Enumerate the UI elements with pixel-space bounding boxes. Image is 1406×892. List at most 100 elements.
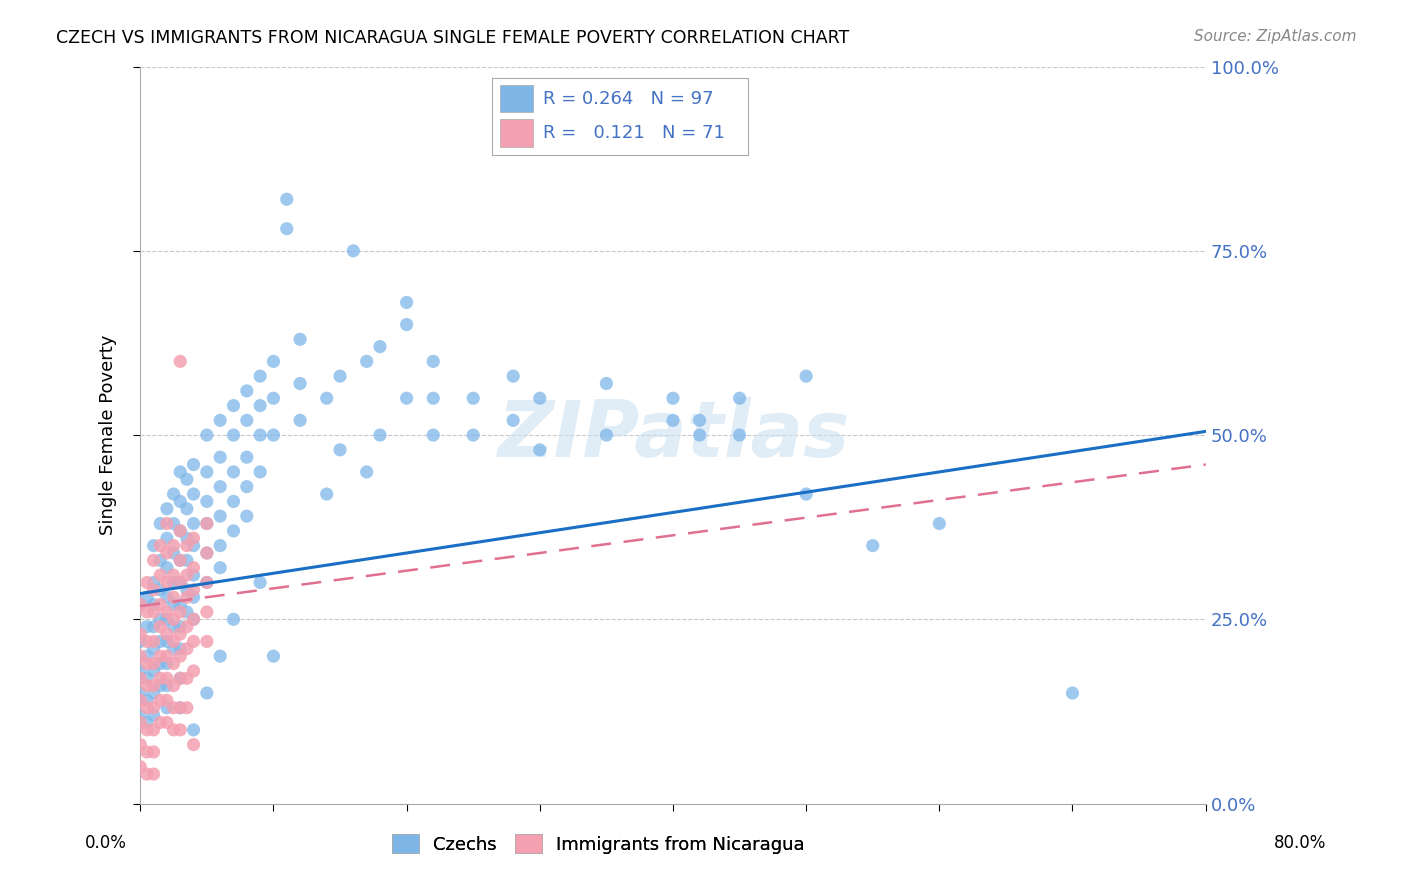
Point	[162, 620, 184, 634]
Point	[142, 686, 165, 700]
Point	[395, 391, 418, 405]
Point	[176, 671, 198, 685]
Point	[195, 494, 218, 508]
Point	[156, 516, 179, 531]
Point	[169, 700, 191, 714]
Point	[169, 553, 191, 567]
Point	[176, 641, 198, 656]
Point	[183, 539, 205, 553]
Point	[176, 700, 198, 714]
Point	[142, 767, 165, 781]
Point	[176, 553, 198, 567]
Point	[149, 679, 172, 693]
Point	[176, 591, 198, 605]
Point	[195, 516, 218, 531]
Point	[529, 391, 551, 405]
Point	[262, 649, 284, 664]
Point	[183, 591, 205, 605]
Point	[222, 524, 245, 538]
Point	[502, 369, 524, 384]
Point	[183, 664, 205, 678]
Point	[794, 369, 817, 384]
Point	[183, 612, 205, 626]
Point	[162, 641, 184, 656]
Point	[149, 620, 172, 634]
Point	[149, 649, 172, 664]
Point	[149, 568, 172, 582]
Point	[249, 575, 271, 590]
Point	[463, 391, 485, 405]
Point	[249, 465, 271, 479]
Point	[262, 354, 284, 368]
Point	[142, 708, 165, 723]
Point	[195, 546, 218, 560]
Point	[142, 657, 165, 671]
Point	[162, 723, 184, 737]
Point	[288, 332, 311, 346]
Point	[136, 693, 159, 707]
Point	[236, 384, 259, 398]
Point	[315, 391, 337, 405]
Point	[156, 605, 179, 619]
Point	[183, 531, 205, 545]
Point	[463, 428, 485, 442]
Point	[162, 568, 184, 582]
Point	[183, 582, 205, 597]
Point	[209, 649, 232, 664]
Point	[136, 657, 159, 671]
Point	[236, 450, 259, 465]
Point	[169, 627, 191, 641]
Point	[183, 738, 205, 752]
Point	[169, 671, 191, 685]
Point	[129, 738, 152, 752]
Point	[156, 649, 179, 664]
Point	[162, 634, 184, 648]
Point	[149, 715, 172, 730]
Text: ZIPatlas: ZIPatlas	[496, 397, 849, 473]
Point	[136, 605, 159, 619]
Point	[249, 399, 271, 413]
Point	[236, 480, 259, 494]
Point	[162, 612, 184, 626]
Point	[156, 531, 179, 545]
Point	[236, 413, 259, 427]
Point	[156, 715, 179, 730]
Point	[142, 620, 165, 634]
Point	[422, 391, 444, 405]
Point	[169, 700, 191, 714]
Point	[142, 745, 165, 759]
Point	[529, 442, 551, 457]
Point	[136, 767, 159, 781]
Point	[162, 657, 184, 671]
Point	[142, 539, 165, 553]
Point	[342, 244, 364, 258]
Point	[156, 634, 179, 648]
Point	[162, 539, 184, 553]
Y-axis label: Single Female Poverty: Single Female Poverty	[100, 334, 117, 535]
Point	[288, 413, 311, 427]
Point	[195, 465, 218, 479]
Point	[176, 582, 198, 597]
Point	[162, 679, 184, 693]
Point	[395, 318, 418, 332]
Point	[595, 428, 617, 442]
Point	[209, 509, 232, 524]
Point	[136, 723, 159, 737]
Point	[195, 428, 218, 442]
Point	[142, 723, 165, 737]
Point	[149, 582, 172, 597]
Point	[249, 369, 271, 384]
Point	[794, 487, 817, 501]
Point	[169, 494, 191, 508]
Point	[262, 391, 284, 405]
Point	[129, 671, 152, 685]
Point	[156, 501, 179, 516]
Point	[169, 723, 191, 737]
Point	[149, 693, 172, 707]
Point	[1062, 686, 1084, 700]
Point	[315, 487, 337, 501]
Point	[142, 634, 165, 648]
Text: Source: ZipAtlas.com: Source: ZipAtlas.com	[1194, 29, 1357, 44]
Point	[195, 546, 218, 560]
Point	[368, 428, 391, 442]
